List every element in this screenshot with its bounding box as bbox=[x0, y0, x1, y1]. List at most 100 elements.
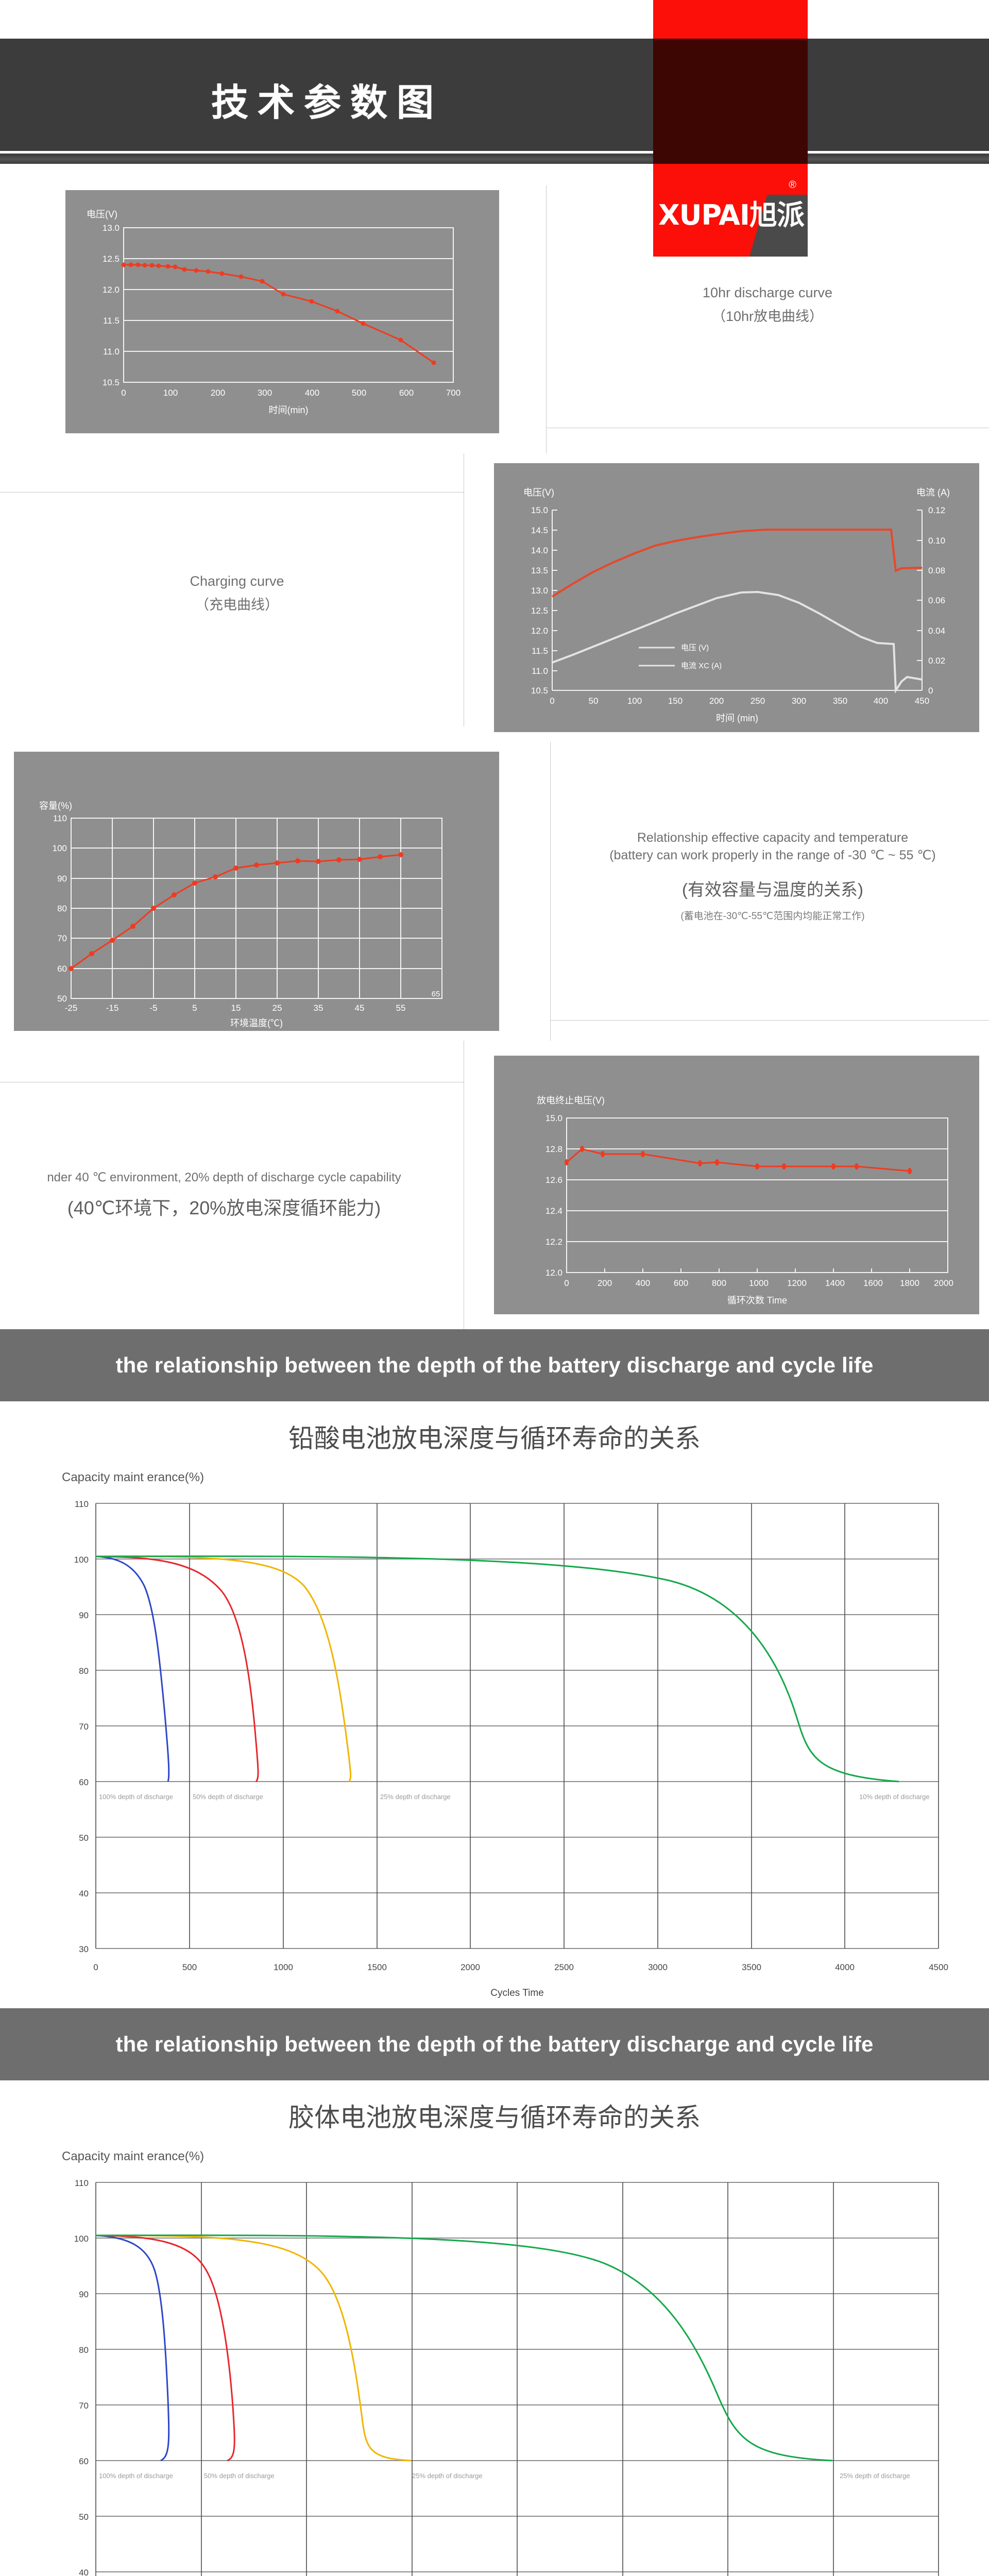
svg-text:250: 250 bbox=[751, 696, 765, 706]
chart-charging-legend: 电压 (V) 电流 XC (A) bbox=[639, 643, 722, 670]
svg-text:0: 0 bbox=[550, 696, 554, 706]
svg-text:50: 50 bbox=[79, 1833, 89, 1843]
chart-dod-cycle-40c-svg: 放电终止电压(V) 15.0 12.8 12.6 12.4 12.2 12.0 bbox=[494, 1056, 979, 1314]
svg-text:45: 45 bbox=[355, 1003, 365, 1013]
svg-text:10.5: 10.5 bbox=[103, 378, 120, 387]
section-dod-cycle-40c: 放电终止电压(V) 15.0 12.8 12.6 12.4 12.2 12.0 bbox=[0, 1041, 989, 1329]
svg-text:2000: 2000 bbox=[461, 1962, 480, 1972]
svg-text:110: 110 bbox=[53, 814, 67, 823]
header-dark-bar bbox=[0, 39, 989, 151]
svg-text:70: 70 bbox=[79, 1722, 89, 1732]
annotation-lead-acid-50: 50% depth of discharge bbox=[193, 1793, 263, 1801]
svg-text:500: 500 bbox=[352, 388, 366, 398]
annotation-gel-25b: 25% depth of discharge bbox=[840, 2472, 910, 2480]
svg-text:5: 5 bbox=[192, 1003, 197, 1013]
axis-title-y-captemp: 容量(%) bbox=[39, 801, 72, 811]
svg-text:200: 200 bbox=[709, 696, 724, 706]
axis-title-x-charging: 时间 (min) bbox=[716, 713, 758, 723]
svg-text:0.04: 0.04 bbox=[928, 626, 945, 636]
registered-mark-icon: ® bbox=[789, 179, 796, 191]
svg-text:12.0: 12.0 bbox=[103, 285, 120, 295]
brand-accent-top bbox=[653, 0, 808, 45]
svg-text:3500: 3500 bbox=[742, 1962, 761, 1972]
svg-text:300: 300 bbox=[792, 696, 806, 706]
svg-text:2000: 2000 bbox=[934, 1278, 953, 1288]
chart-10hr-discharge: 电压(V) 13.0 12.5 12.0 11.5 11.0 10.5 bbox=[66, 191, 499, 433]
header-bar-shadow bbox=[0, 154, 989, 164]
svg-text:14.0: 14.0 bbox=[531, 546, 548, 555]
svg-text:1200: 1200 bbox=[787, 1278, 807, 1288]
svg-text:80: 80 bbox=[79, 2345, 89, 2355]
caption-captemp-en-2: (battery can work properly in the range … bbox=[609, 848, 936, 862]
svg-text:50: 50 bbox=[589, 696, 599, 706]
svg-text:电流 XC (A): 电流 XC (A) bbox=[681, 662, 722, 670]
svg-text:11.0: 11.0 bbox=[532, 666, 548, 676]
svg-text:12.5: 12.5 bbox=[103, 254, 120, 264]
svg-text:65: 65 bbox=[432, 990, 440, 998]
svg-text:13.0: 13.0 bbox=[531, 586, 548, 596]
svg-text:12.6: 12.6 bbox=[545, 1175, 562, 1185]
heading-gel-cn: 胶体电池放电深度与循环寿命的关系 bbox=[288, 2103, 701, 2132]
band-gel-text: the relationship between the depth of th… bbox=[115, 2032, 874, 2056]
caption-capacity-temperature: Relationship effective capacity and temp… bbox=[556, 829, 989, 923]
svg-text:12.0: 12.0 bbox=[531, 626, 548, 636]
axis-title-x-10hr: 时间(min) bbox=[269, 405, 309, 415]
svg-text:110: 110 bbox=[75, 1499, 89, 1509]
caption-charging-curve-cn: （充电曲线） bbox=[195, 597, 279, 613]
svg-text:30: 30 bbox=[79, 1944, 89, 1954]
svg-text:15.0: 15.0 bbox=[531, 505, 548, 515]
svg-text:0.10: 0.10 bbox=[928, 536, 945, 546]
band-gel-title: the relationship between the depth of th… bbox=[0, 2008, 989, 2080]
svg-text:60: 60 bbox=[79, 1777, 89, 1787]
annotation-lead-acid-25: 25% depth of discharge bbox=[380, 1793, 451, 1801]
svg-text:14.5: 14.5 bbox=[531, 526, 548, 535]
chart-capacity-temperature: 容量(%) bbox=[14, 752, 499, 1030]
svg-text:11.0: 11.0 bbox=[103, 347, 120, 357]
svg-text:0: 0 bbox=[564, 1278, 569, 1288]
svg-text:100: 100 bbox=[74, 2234, 89, 2244]
annotation-lead-acid-10: 10% depth of discharge bbox=[859, 1793, 930, 1801]
section-capacity-temperature: 容量(%) bbox=[0, 742, 989, 1041]
svg-text:200: 200 bbox=[598, 1278, 612, 1288]
svg-text:80: 80 bbox=[79, 1666, 89, 1676]
caption-captemp-en-1: Relationship effective capacity and temp… bbox=[637, 831, 909, 845]
heading-lead-acid-cn: 铅酸电池放电深度与循环寿命的关系 bbox=[288, 1423, 701, 1453]
svg-text:450: 450 bbox=[915, 696, 929, 706]
axis-title-x-captemp: 环境温度(℃) bbox=[230, 1018, 283, 1028]
svg-text:300: 300 bbox=[258, 388, 272, 398]
chart-charging-curve-svg: 电压(V) 电流 (A) 15.014.5 14.013.5 13.012.5 … bbox=[494, 464, 979, 732]
svg-text:-15: -15 bbox=[106, 1003, 119, 1013]
svg-text:12.4: 12.4 bbox=[545, 1206, 562, 1216]
svg-text:110: 110 bbox=[75, 2178, 89, 2188]
svg-text:11.5: 11.5 bbox=[532, 646, 548, 656]
caption-10hr-discharge: 10hr discharge curve （10hr放电曲线） bbox=[546, 283, 989, 326]
caption-dod40-en: nder 40 ℃ environment, 20% depth of disc… bbox=[47, 1171, 401, 1184]
chart-10hr-discharge-svg: 电压(V) 13.0 12.5 12.0 11.5 11.0 10.5 bbox=[66, 191, 499, 433]
section-charging-curve: 电压(V) 电流 (A) 15.0 14.5 14.0 13.5 13.0 12.5 … bbox=[0, 453, 989, 742]
svg-text:10.5: 10.5 bbox=[531, 686, 548, 696]
svg-text:2500: 2500 bbox=[554, 1962, 574, 1972]
svg-text:13.0: 13.0 bbox=[103, 223, 120, 233]
svg-text:1500: 1500 bbox=[367, 1962, 387, 1972]
svg-text:0.02: 0.02 bbox=[928, 656, 945, 666]
divider-horizontal-row2 bbox=[0, 492, 464, 493]
svg-text:400: 400 bbox=[874, 696, 888, 706]
axis-title-y2-charging: 电流 (A) bbox=[916, 487, 950, 498]
caption-captemp-cn-sm: (蓄电池在-30℃-55℃范围内均能正常工作) bbox=[680, 910, 865, 922]
svg-text:13.5: 13.5 bbox=[531, 566, 548, 575]
svg-text:1800: 1800 bbox=[900, 1278, 919, 1288]
svg-text:1000: 1000 bbox=[749, 1278, 769, 1288]
svg-text:400: 400 bbox=[305, 388, 319, 398]
annotation-gel-50: 50% depth of discharge bbox=[204, 2472, 275, 2480]
section-10hr-discharge: 电压(V) 13.0 12.5 12.0 11.5 11.0 10.5 bbox=[0, 185, 989, 453]
svg-text:90: 90 bbox=[79, 2290, 89, 2299]
axis-title-x-dod40: 循环次数 Time bbox=[727, 1295, 787, 1306]
svg-text:400: 400 bbox=[636, 1278, 650, 1288]
svg-text:-25: -25 bbox=[65, 1003, 78, 1013]
chart-dod-cycle-40c: 放电终止电压(V) 15.0 12.8 12.6 12.4 12.2 12.0 bbox=[494, 1056, 979, 1314]
chart-lead-acid-svg: 110 100 90 80 70 60 50 40 30 0 500 1000 1500 2… bbox=[0, 1488, 989, 2003]
svg-text:3000: 3000 bbox=[648, 1962, 668, 1972]
